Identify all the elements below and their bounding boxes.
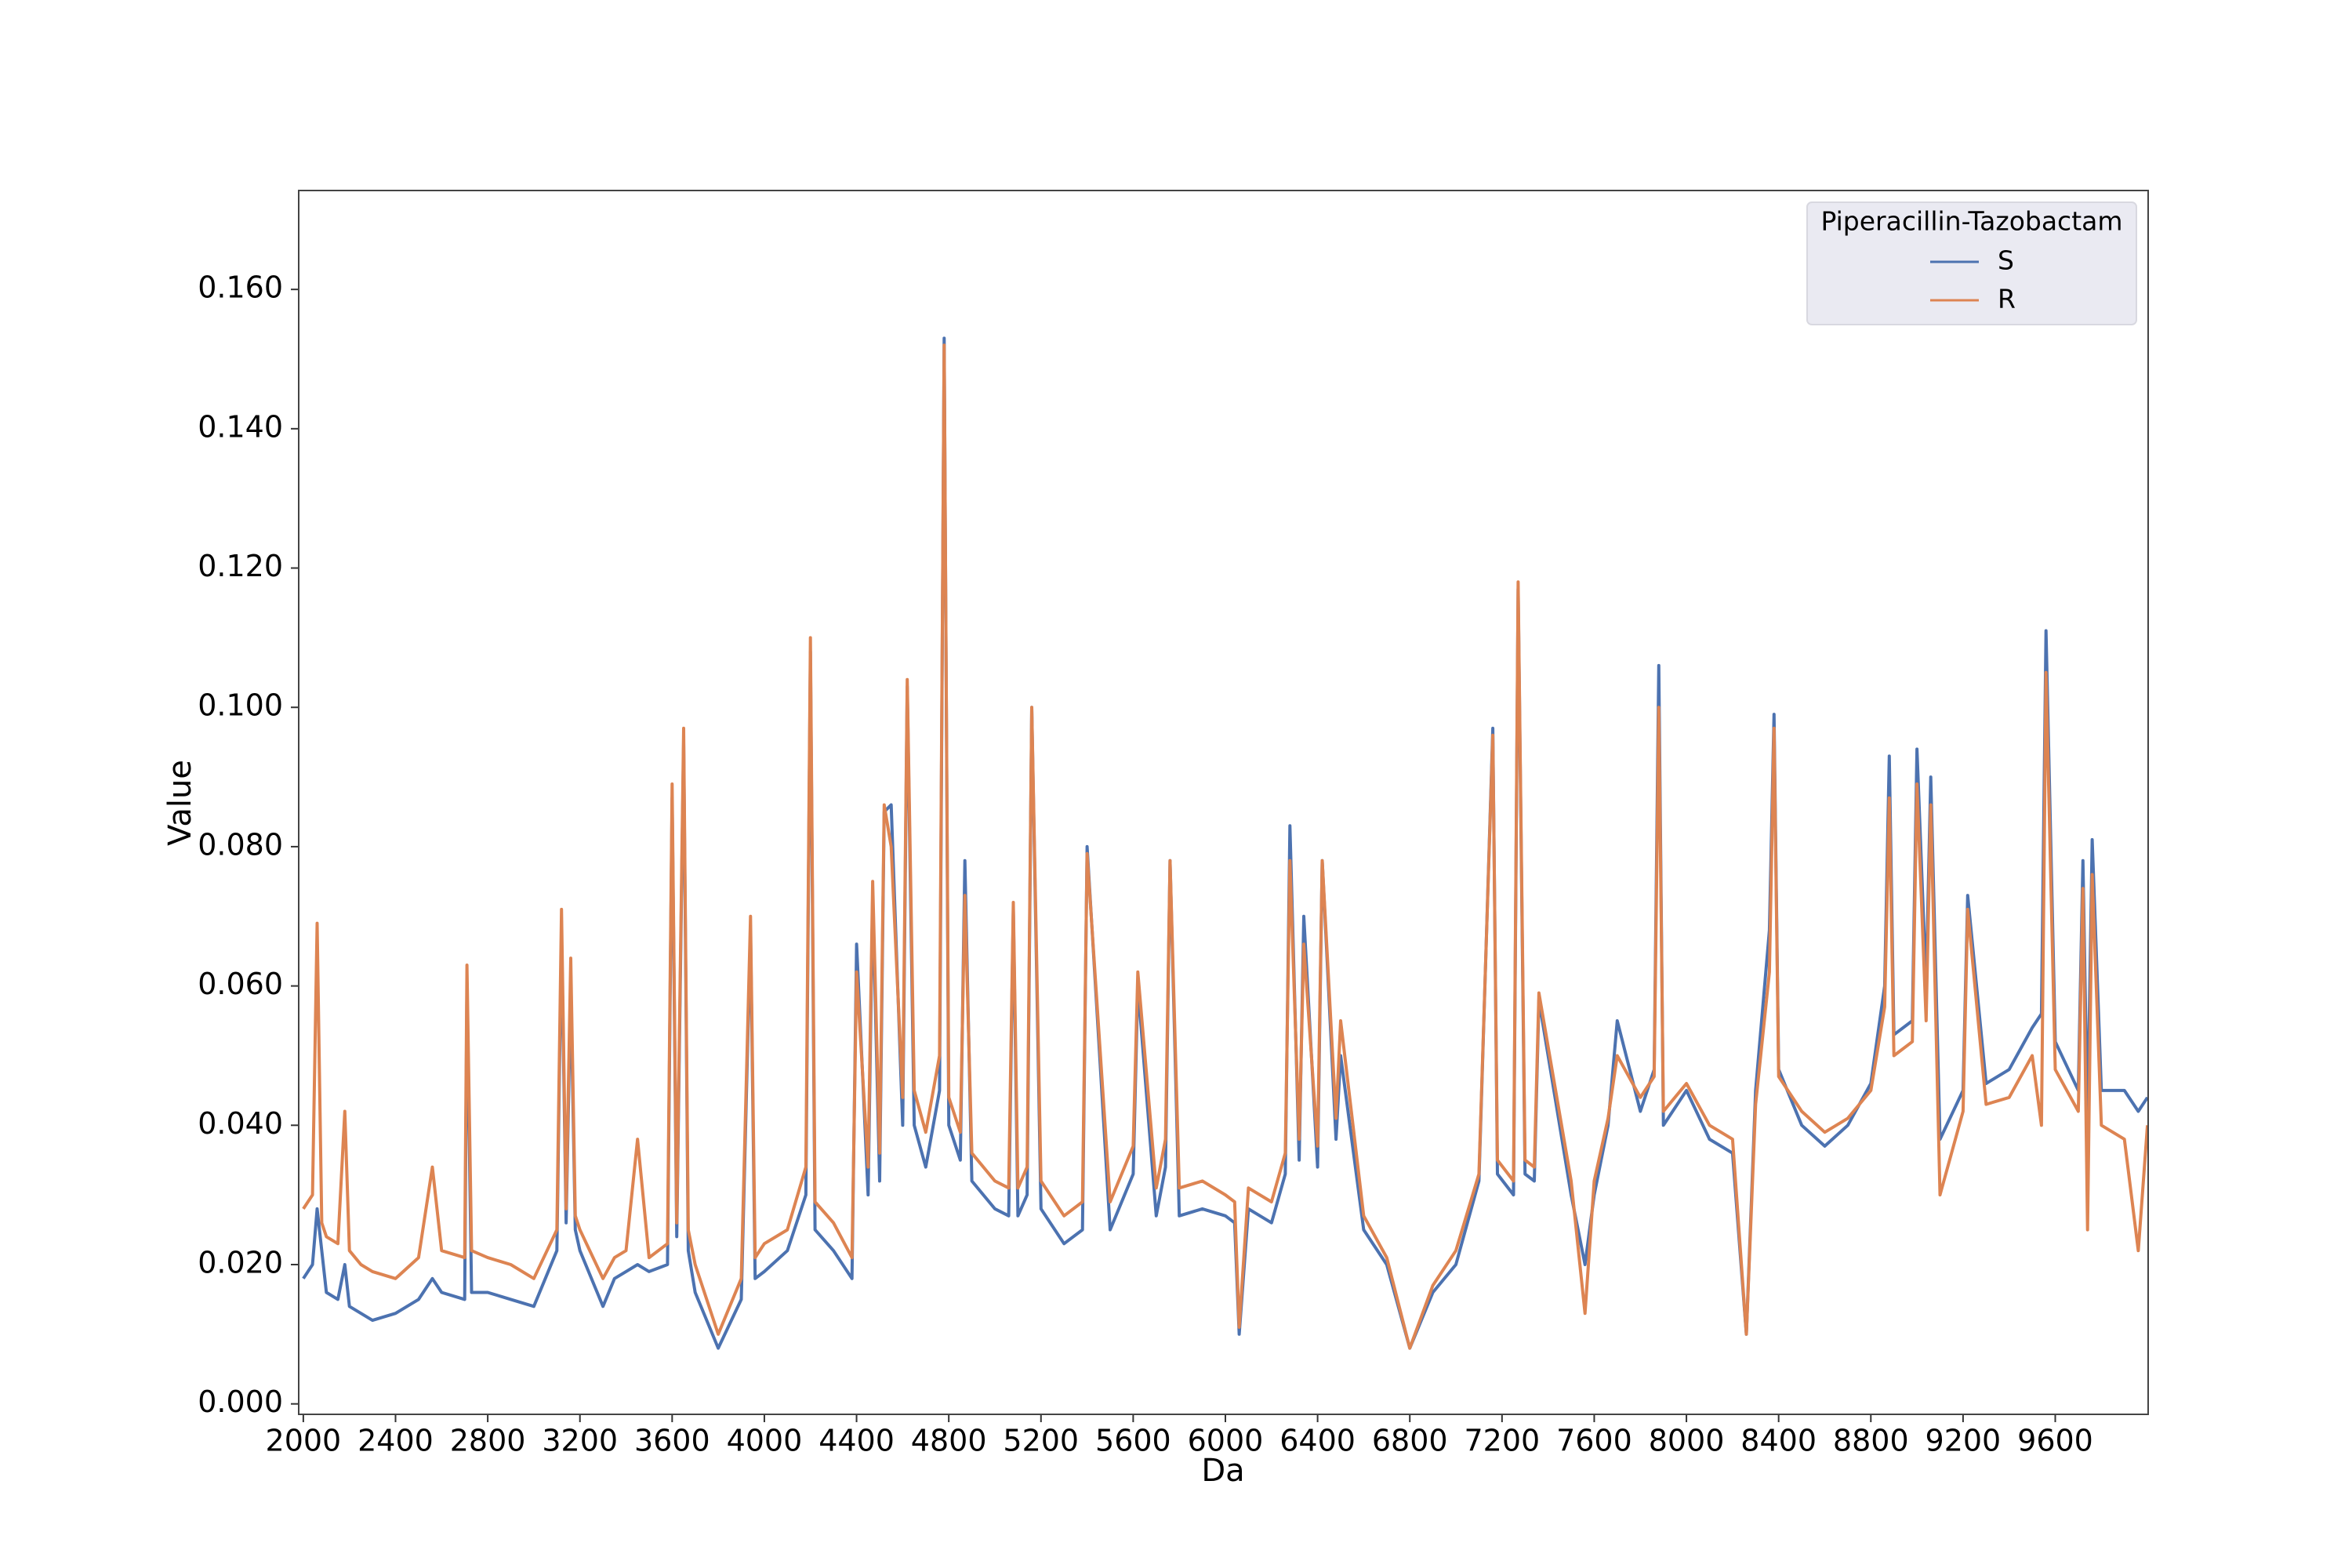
y-axis-label: Value	[162, 760, 198, 846]
x-tick-label: 5200	[1003, 1424, 1079, 1458]
x-tick-label: 9600	[2017, 1424, 2093, 1458]
y-tick-label: 0.140	[198, 409, 283, 444]
x-tick-label: 4800	[911, 1424, 987, 1458]
plot-frame	[298, 190, 2149, 1415]
x-tick-label: 5600	[1095, 1424, 1171, 1458]
y-tick-label: 0.100	[198, 688, 283, 723]
y-tick-label: 0.060	[198, 967, 283, 1001]
x-tick-label: 3600	[634, 1424, 710, 1458]
legend-label: S	[1998, 245, 2014, 276]
y-tick-label: 0.020	[198, 1245, 283, 1279]
x-axis-label: Da	[1201, 1453, 1244, 1489]
x-tick-label: 7600	[1556, 1424, 1632, 1458]
y-tick-label: 0.040	[198, 1106, 283, 1141]
legend-box	[1806, 201, 2137, 325]
y-tick-label: 0.000	[198, 1385, 283, 1419]
y-tick-label: 0.160	[198, 270, 283, 305]
series-line	[302, 343, 2150, 1350]
x-tick-label: 2000	[266, 1424, 342, 1458]
x-tick-label: 2400	[358, 1424, 434, 1458]
x-tick-label: 9200	[1926, 1424, 2002, 1458]
y-tick-label: 0.120	[198, 549, 283, 583]
x-tick-label: 2800	[450, 1424, 526, 1458]
x-tick-label: 6400	[1279, 1424, 1356, 1458]
x-tick-label: 8400	[1740, 1424, 1817, 1458]
legend-title: Piperacillin-Tazobactam	[1820, 206, 2122, 237]
x-tick-label: 7200	[1464, 1424, 1540, 1458]
legend-label: R	[1998, 284, 2016, 314]
x-tick-label: 3200	[542, 1424, 618, 1458]
x-tick-label: 4000	[727, 1424, 803, 1458]
x-tick-label: 8000	[1649, 1424, 1725, 1458]
x-tick-label: 4400	[818, 1424, 895, 1458]
x-tick-label: 6000	[1188, 1424, 1264, 1458]
x-tick-label: 6800	[1372, 1424, 1448, 1458]
x-tick-label: 8800	[1833, 1424, 1909, 1458]
y-tick-label: 0.080	[198, 827, 283, 862]
